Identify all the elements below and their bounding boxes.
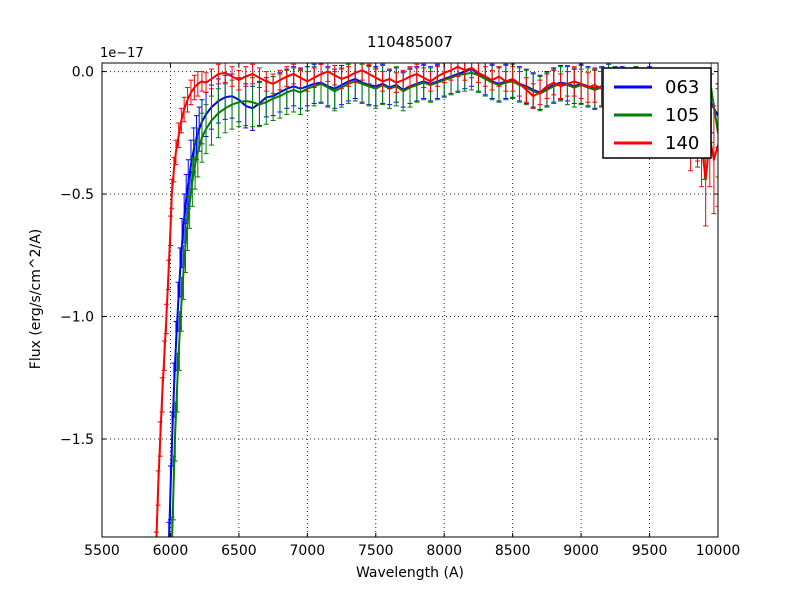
x-tick-label: 6000 [153, 543, 189, 559]
x-tick-label: 5500 [84, 543, 120, 559]
x-tick-labels: 5500 6000 6500 7000 7500 8000 8500 9000 9500 1000… [84, 543, 740, 559]
y-axis-offset-label: 1e−17 [100, 46, 144, 61]
legend-label-105: 105 [665, 105, 699, 126]
legend: 063 105 140 [602, 67, 712, 159]
x-tick-label: 9000 [563, 543, 599, 559]
y-tick-labels: 0.0 −0.5 −1.0 −1.5 [60, 65, 94, 448]
legend-label-140: 140 [665, 133, 699, 154]
y-tick-label: 0.0 [72, 65, 94, 81]
plot-frame [101, 62, 719, 538]
axis-ticks [101, 63, 719, 537]
x-tick-label: 7500 [358, 543, 394, 559]
x-tick-label: 8000 [426, 543, 462, 559]
y-tick-label: −1.5 [60, 432, 94, 448]
x-tick-label: 9500 [632, 543, 668, 559]
chart-title: 110485007 [367, 33, 453, 51]
x-axis-label: Wavelength (A) [356, 565, 464, 581]
legend-box [602, 67, 712, 159]
y-tick-label: −0.5 [60, 187, 94, 203]
legend-label-063: 063 [665, 77, 699, 98]
y-tick-label: −1.0 [60, 310, 94, 326]
plot-area: 5500 6000 6500 7000 7500 8000 8500 9000 9500 1000… [60, 62, 740, 559]
x-tick-label: 8500 [495, 543, 531, 559]
grid [102, 63, 718, 537]
y-axis-label: Flux (erg/s/cm^2/A) [28, 229, 44, 369]
x-tick-label: 10000 [696, 543, 741, 559]
x-tick-label: 7000 [290, 543, 326, 559]
x-tick-label: 6500 [221, 543, 257, 559]
